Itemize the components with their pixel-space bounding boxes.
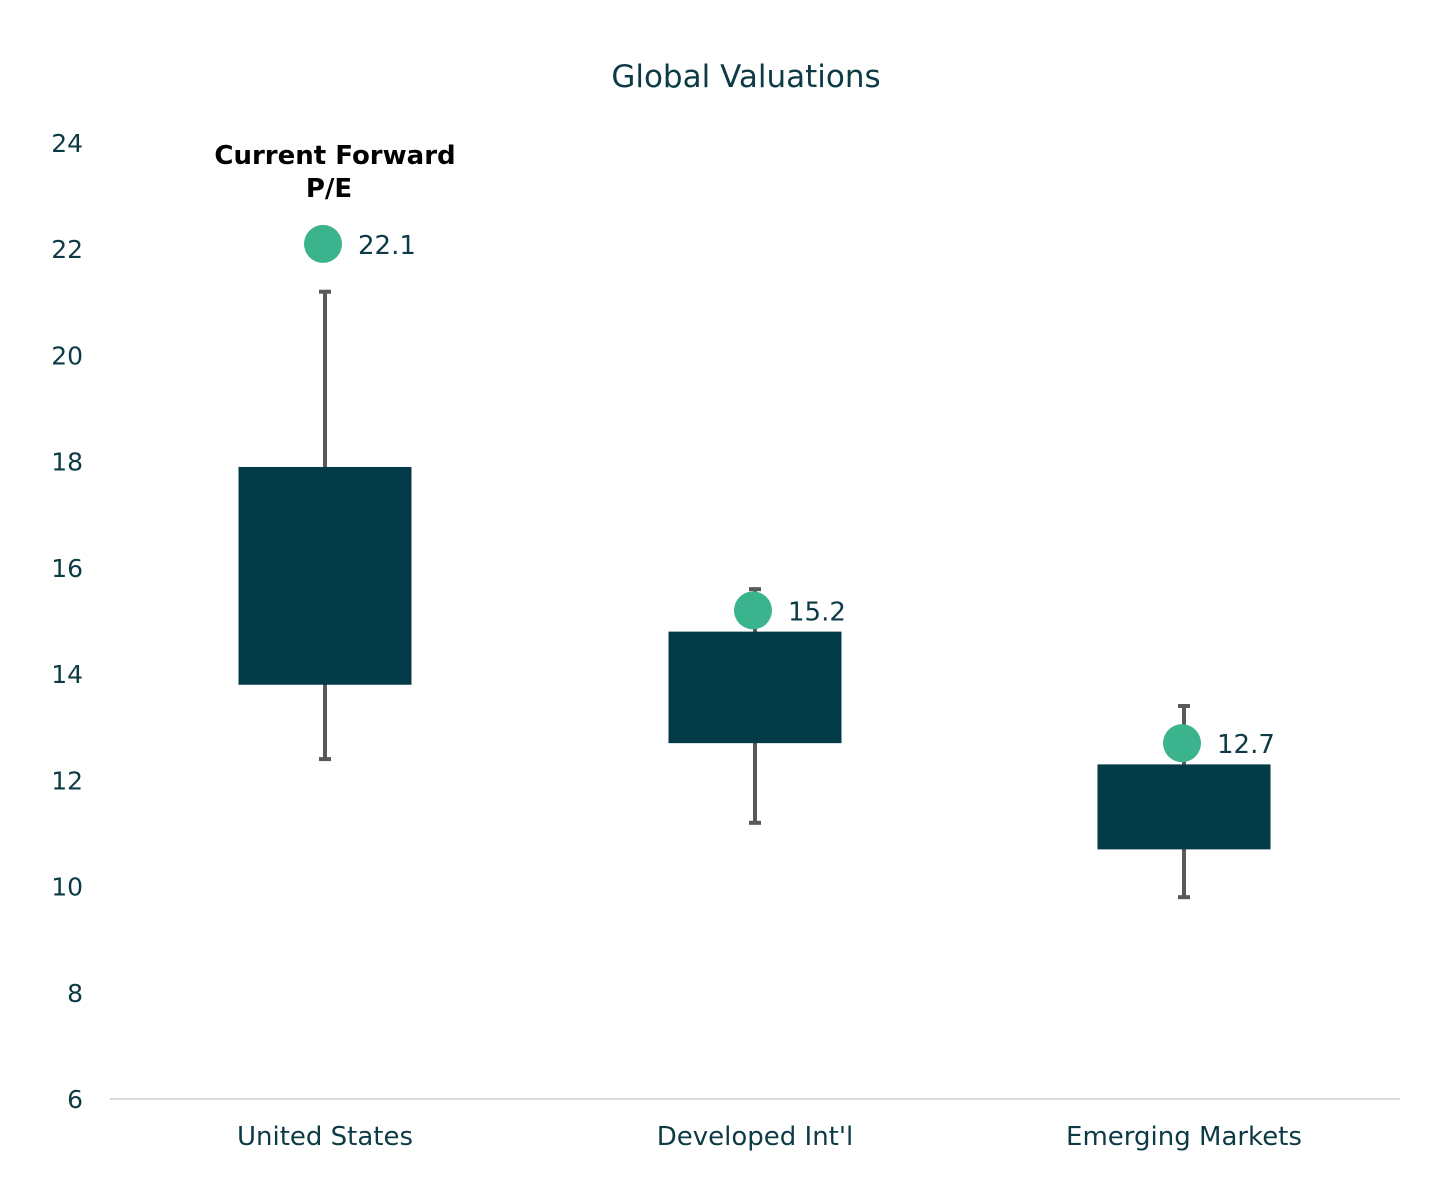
y-tick-label: 6 [67,1085,83,1114]
x-tick-label: Developed Int'l [657,1122,854,1152]
y-tick-label: 14 [51,660,83,689]
current-pe-label: 15.2 [788,597,846,627]
plot-area: 22.1 15.2 12.7 [238,224,1275,900]
range-box [238,466,412,685]
y-tick-label: 10 [51,873,83,902]
current-pe-label: 12.7 [1217,730,1275,760]
annotation-line-1: Current Forward [214,141,455,171]
range-box [1097,764,1271,850]
current-pe-marker [1163,724,1201,763]
x-tick-label: Emerging Markets [1066,1122,1302,1152]
y-tick-label: 18 [51,448,83,477]
current-pe-marker [304,224,342,263]
x-axis: United States Developed Int'l Emerging Mar… [110,1098,1400,1152]
current-pe-label: 22.1 [358,231,416,261]
y-tick-label: 22 [51,235,83,264]
y-tick-label: 16 [51,554,83,583]
y-tick-label: 12 [51,766,83,795]
x-tick-label: United States [237,1122,413,1152]
annotation-line-2: P/E [306,174,352,204]
y-tick-label: 24 [51,129,83,158]
y-tick-label: 8 [67,979,83,1008]
chart-title: Global Valuations [611,59,880,95]
range-box [668,631,842,744]
current-pe-marker [734,591,772,630]
y-axis: 6 8 10 12 14 16 18 20 22 24 [51,129,83,1114]
y-tick-label: 20 [51,341,83,370]
